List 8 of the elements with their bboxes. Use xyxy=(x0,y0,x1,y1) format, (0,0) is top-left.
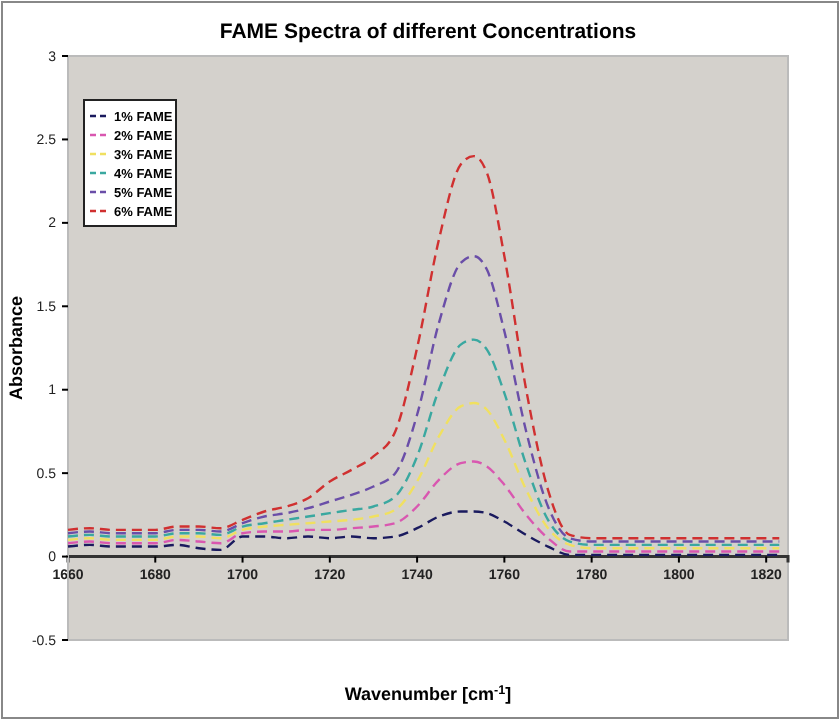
line-series xyxy=(66,510,781,557)
x-axis-title: Wavenumber [cm$^{-1}$] xyxy=(344,683,512,704)
chart-title: FAME Spectra of different Concentrations xyxy=(219,20,637,44)
line-series xyxy=(66,338,781,547)
y-axis-title: Absorbance xyxy=(6,295,26,401)
line-series xyxy=(66,460,781,553)
line-series xyxy=(66,154,781,540)
line-series xyxy=(66,401,781,550)
